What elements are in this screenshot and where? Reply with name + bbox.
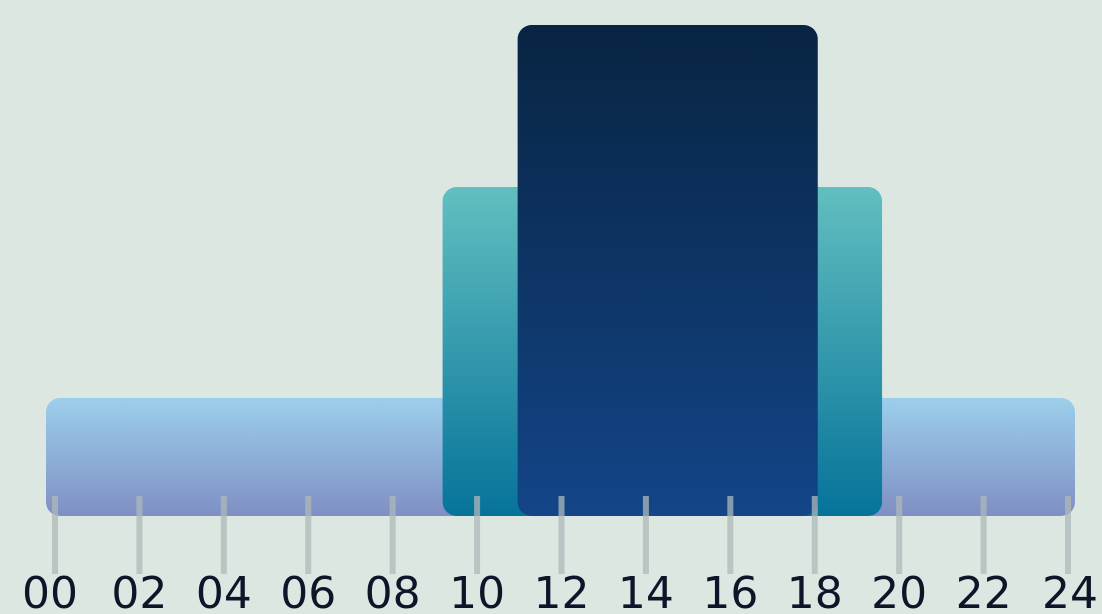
x-tick-label-22: 22 [956,568,1012,614]
band-level-3 [517,25,818,516]
x-tick-label-16: 16 [702,568,758,614]
tick-labels-layer: 00 02 04 06 08 10 12 14 16 18 20 22 24 [22,568,1098,614]
x-tick-label-10: 10 [449,568,505,614]
x-tick-label-12: 12 [534,568,590,614]
x-tick-label-08: 08 [365,568,421,614]
x-tick-label-24: 24 [1042,568,1098,614]
bands-layer [46,25,1075,516]
x-tick-label-00: 00 [22,568,78,614]
x-tick-label-02: 02 [111,568,167,614]
x-tick-label-20: 20 [871,568,927,614]
x-tick-label-04: 04 [196,568,252,614]
x-tick-label-18: 18 [787,568,843,614]
x-tick-label-14: 14 [618,568,674,614]
ticks-layer [52,496,1071,574]
x-tick-label-06: 06 [280,568,336,614]
